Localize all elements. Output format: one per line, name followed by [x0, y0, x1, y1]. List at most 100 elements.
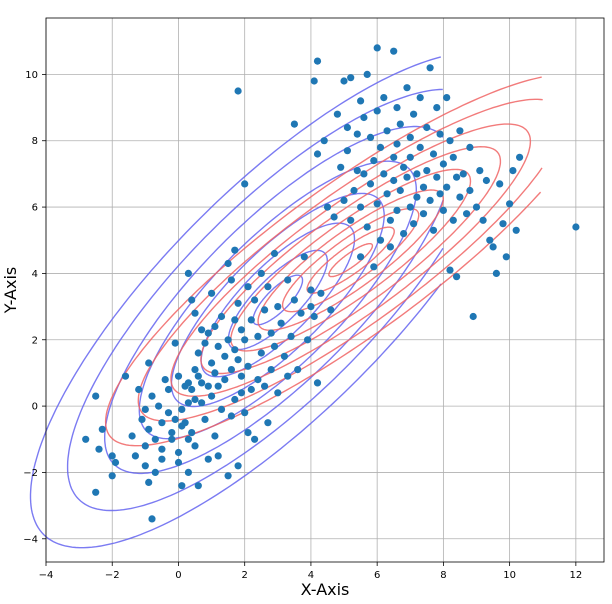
data-point [333, 110, 341, 118]
data-point [413, 170, 421, 178]
data-points [82, 44, 580, 523]
data-point [247, 385, 255, 394]
y-axis-ticks: −4 −2 0 2 4 6 8 10 [23, 70, 46, 545]
data-point [323, 203, 332, 211]
data-point [148, 392, 156, 400]
data-point [410, 220, 418, 228]
data-point [456, 127, 464, 135]
data-point [141, 442, 149, 450]
data-point [151, 468, 159, 476]
data-point [386, 243, 394, 251]
data-point [489, 243, 497, 251]
data-point [171, 415, 179, 423]
data-point [290, 296, 298, 304]
plot-frame [45, 17, 605, 563]
contour-line [66, 88, 444, 512]
data-point [227, 412, 235, 420]
data-point [310, 312, 318, 321]
data-point [184, 399, 192, 407]
y-axis-label: Y-Axis [1, 267, 20, 315]
data-point [270, 249, 279, 258]
x-tick-label: 10 [503, 570, 516, 581]
data-point [194, 372, 202, 380]
data-point [284, 372, 292, 380]
data-point [188, 296, 196, 304]
data-point [111, 458, 120, 467]
data-point [251, 435, 259, 443]
x-tick-label: 6 [374, 570, 380, 581]
data-point [198, 399, 206, 407]
data-point [347, 216, 355, 224]
y-tick-label: −4 [23, 534, 38, 545]
data-point [506, 200, 514, 208]
data-point [168, 435, 176, 443]
data-point [171, 339, 179, 347]
data-point [416, 143, 424, 151]
data-point [188, 385, 196, 394]
data-point [320, 137, 328, 145]
data-point [463, 210, 471, 218]
data-point [512, 226, 520, 234]
data-point [274, 303, 282, 311]
data-point [244, 429, 252, 437]
data-point [244, 362, 252, 370]
data-point [251, 296, 259, 304]
data-point [241, 336, 249, 344]
contour-line [200, 145, 502, 375]
data-point [208, 359, 216, 367]
data-point [423, 123, 431, 132]
data-point [151, 435, 159, 443]
data-point [217, 312, 226, 321]
data-point [406, 153, 414, 161]
data-point [419, 210, 428, 218]
data-point [436, 130, 444, 138]
data-point [406, 133, 414, 141]
contour-line [257, 189, 444, 331]
data-point [148, 515, 156, 523]
data-point [357, 253, 365, 261]
data-point [446, 137, 454, 145]
data-point [380, 170, 388, 178]
data-point [449, 216, 457, 224]
data-point [400, 230, 408, 238]
data-point [393, 206, 401, 214]
data-point [393, 140, 401, 148]
data-point [486, 236, 494, 244]
data-point [201, 415, 209, 423]
x-tick-label: 4 [308, 570, 314, 581]
data-point [264, 419, 272, 427]
data-point [204, 455, 212, 463]
data-point [261, 306, 269, 314]
data-point [390, 176, 398, 185]
data-point [396, 120, 404, 128]
data-point [300, 253, 308, 261]
data-point [509, 167, 517, 175]
data-point [499, 220, 507, 228]
data-point [208, 392, 216, 400]
data-point [244, 283, 252, 291]
data-point [456, 193, 464, 201]
data-point [307, 286, 315, 294]
data-point [184, 379, 192, 387]
data-point [357, 97, 365, 105]
data-point [221, 376, 229, 384]
data-point [257, 269, 265, 277]
data-point [419, 183, 428, 191]
data-point [231, 316, 239, 324]
data-point [297, 309, 305, 317]
data-point [277, 319, 285, 327]
data-point [366, 133, 375, 141]
data-point [237, 372, 245, 380]
data-point [390, 47, 398, 55]
data-point [502, 253, 510, 261]
data-point [453, 173, 461, 181]
data-point [211, 432, 219, 440]
data-point [221, 352, 229, 360]
data-point [158, 445, 166, 453]
data-point [198, 379, 206, 387]
data-point [224, 472, 232, 480]
data-point [304, 336, 312, 344]
data-point [436, 190, 444, 198]
data-point [423, 167, 431, 175]
data-point [363, 223, 371, 231]
